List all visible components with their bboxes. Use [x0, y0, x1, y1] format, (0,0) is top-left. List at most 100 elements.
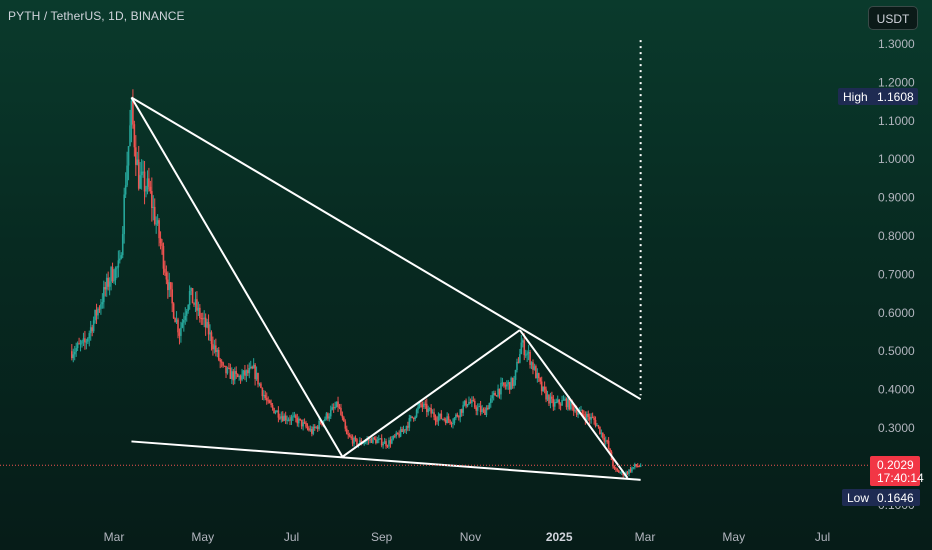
candle [151, 177, 153, 222]
candle [433, 408, 435, 421]
candle [599, 426, 601, 435]
candle [379, 437, 382, 440]
candle [478, 403, 480, 408]
trendlines-group [130, 40, 642, 481]
candle [628, 469, 630, 477]
candle [156, 214, 159, 226]
candle [334, 401, 336, 410]
x-tick-label: May [191, 530, 214, 544]
candle [329, 405, 332, 420]
candle [279, 413, 281, 421]
candle [277, 406, 280, 423]
candle [217, 347, 220, 362]
candle [590, 413, 592, 424]
candle [79, 339, 82, 352]
high-label: High [843, 90, 868, 104]
candle [529, 350, 531, 369]
y-tick-label: 1.1000 [878, 114, 915, 128]
candle [420, 401, 422, 408]
candle [271, 402, 274, 411]
candle [97, 307, 99, 320]
candle [447, 413, 450, 424]
candle [603, 434, 606, 446]
candle [504, 382, 507, 390]
candle [527, 344, 530, 361]
candle [91, 324, 93, 337]
candle [185, 309, 188, 322]
x-tick-label: Mar [635, 530, 656, 544]
candle [82, 332, 85, 347]
candle [570, 400, 572, 411]
candle [489, 395, 492, 408]
candle [545, 386, 547, 403]
current-price-badge: 0.2029 17:40:14 [870, 456, 924, 486]
candle [108, 277, 111, 296]
candle [284, 411, 287, 425]
candle [306, 423, 309, 431]
y-tick-label: 0.8000 [878, 229, 915, 243]
candle [159, 231, 162, 250]
candle [538, 372, 540, 383]
candle [548, 394, 550, 406]
candle [524, 349, 527, 358]
candle [380, 434, 383, 448]
candle [344, 419, 347, 432]
candle [546, 390, 549, 402]
candle [607, 437, 610, 450]
candle [405, 425, 408, 435]
x-tick-label: Nov [460, 530, 481, 544]
x-tick-label: Sep [371, 530, 393, 544]
candle [296, 413, 299, 427]
candle [158, 218, 160, 247]
candle [434, 414, 437, 426]
candle [121, 226, 124, 259]
x-tick-label: Mar [104, 530, 125, 544]
candle [335, 401, 338, 408]
candle [114, 266, 117, 286]
candle [264, 390, 267, 401]
currency-button[interactable]: USDT [868, 6, 918, 30]
candle [338, 403, 341, 410]
candle [220, 359, 223, 368]
candle [76, 341, 79, 352]
candle [84, 330, 86, 350]
candle [331, 403, 334, 411]
candle [228, 363, 230, 370]
candle [135, 135, 137, 176]
candle [341, 411, 344, 421]
candle [187, 304, 189, 314]
candles-group [71, 89, 642, 478]
candle [351, 434, 354, 447]
candle [407, 421, 409, 432]
candle [388, 437, 390, 449]
candle [263, 390, 265, 401]
candle [526, 350, 528, 362]
y-tick-label: 1.0000 [878, 152, 915, 166]
candle [391, 436, 393, 445]
candle [594, 416, 597, 428]
candle [423, 401, 425, 410]
candle [297, 416, 300, 428]
candle [101, 293, 104, 309]
candle [257, 372, 259, 388]
candle [328, 413, 331, 422]
candle [132, 89, 134, 129]
candle [497, 384, 499, 398]
drop-leg-1 [130, 96, 344, 458]
candle [392, 435, 395, 441]
candle [175, 311, 178, 325]
candle [495, 394, 498, 397]
candle [204, 313, 207, 336]
candle [450, 421, 453, 428]
candle [481, 404, 483, 415]
candle [366, 436, 368, 445]
candle [469, 398, 472, 404]
candle [178, 328, 181, 345]
candle [425, 398, 428, 418]
candle [89, 320, 92, 341]
candle [85, 338, 88, 350]
candle [565, 397, 568, 410]
candle [479, 400, 482, 416]
candle [453, 417, 456, 426]
